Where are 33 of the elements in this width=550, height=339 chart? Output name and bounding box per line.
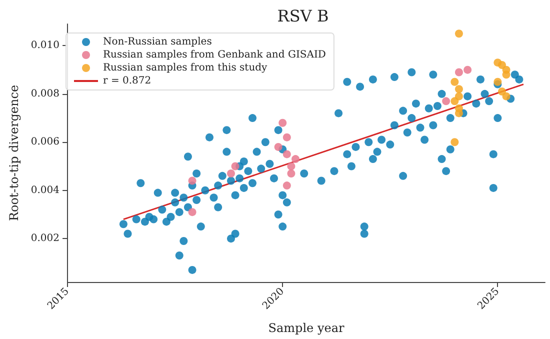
point (282, 182, 291, 190)
point (450, 138, 459, 146)
point (498, 60, 506, 69)
point (292, 155, 300, 164)
legend-label: r = 0.872 (103, 76, 152, 86)
y-axis-title: Root-to-tip divergence (7, 84, 21, 222)
point (226, 169, 235, 178)
x-axis-title: Sample year (268, 321, 345, 335)
chart-title: RSV B (277, 6, 329, 26)
point (454, 30, 463, 38)
legend-label: Russian samples from Genbank and GISAID (103, 50, 326, 60)
legend-label: Russian samples from this study (103, 62, 268, 74)
y-tick-label: 0.010 (30, 40, 60, 52)
legend-label: Non-Russian samples (103, 36, 212, 48)
point (188, 208, 196, 216)
point (454, 85, 463, 94)
point (464, 66, 472, 74)
point (282, 150, 291, 158)
y-tick-label: 0.004 (30, 184, 60, 196)
point (494, 78, 502, 86)
point (442, 97, 450, 106)
point (287, 162, 296, 170)
point (282, 133, 291, 142)
point (278, 118, 287, 127)
point (450, 97, 459, 106)
point (502, 70, 510, 79)
y-tick-label: 0.006 (30, 136, 60, 148)
point (450, 78, 459, 86)
point (498, 88, 506, 96)
y-tick-label: 0.008 (30, 88, 60, 100)
y-tick-label: 0.002 (30, 233, 60, 244)
point (287, 169, 296, 178)
point (454, 68, 463, 76)
